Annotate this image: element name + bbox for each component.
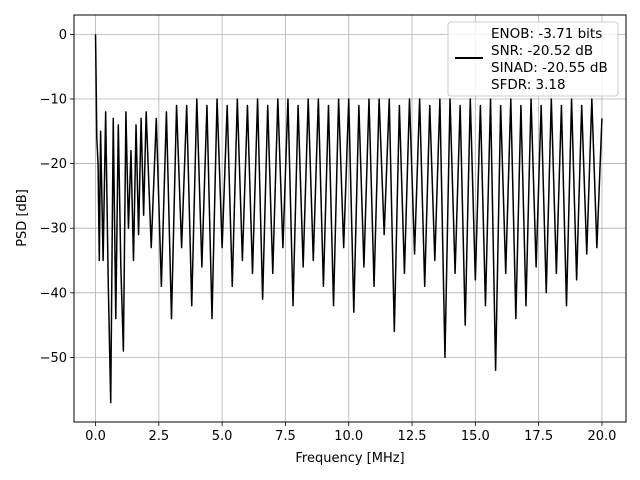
x-tick-label: 12.5 (398, 429, 427, 444)
x-tick-label: 15.0 (461, 429, 490, 444)
x-tick-label: 7.5 (275, 429, 296, 444)
x-tick-label: 20.0 (587, 429, 616, 444)
legend-snr: SNR: -20.52 dB (491, 43, 593, 59)
series-layer (94, 34, 603, 404)
x-tick-label: 17.5 (524, 429, 553, 444)
x-tick-label: 10.0 (334, 429, 363, 444)
x-axis-label: Frequency [MHz] (295, 451, 404, 466)
plot-frame (73, 14, 627, 423)
y-axis-label: PSD [dB] (15, 189, 30, 247)
y-tick-label: −30 (40, 222, 67, 237)
x-tick-label: 2.5 (148, 429, 169, 444)
legend-sinad: SINAD: -20.55 dB (491, 60, 608, 76)
legend-enob: ENOB: -3.71 bits (491, 26, 602, 42)
y-tick-label: 0 (59, 28, 67, 43)
x-tick-label: 0.0 (85, 429, 106, 444)
legend-box (447, 21, 619, 97)
x-tick-label: 5.0 (212, 429, 233, 444)
y-tick-label: −40 (40, 286, 67, 301)
series-line-0 (94, 34, 603, 404)
y-tick-label: −20 (40, 157, 67, 172)
ticks: 0.0 2.5 5.0 7.5 10.0 12.5 15.0 17.5 20.0 0 −10 −20 −… (40, 28, 617, 444)
y-tick-label: −50 (40, 351, 67, 366)
y-tick-label: −10 (40, 92, 67, 107)
legend-sfdr: SFDR: 3.18 (491, 77, 566, 93)
legend: ENOB: -3.71 bits SNR: -20.52 dB SINAD: -… (447, 21, 619, 97)
